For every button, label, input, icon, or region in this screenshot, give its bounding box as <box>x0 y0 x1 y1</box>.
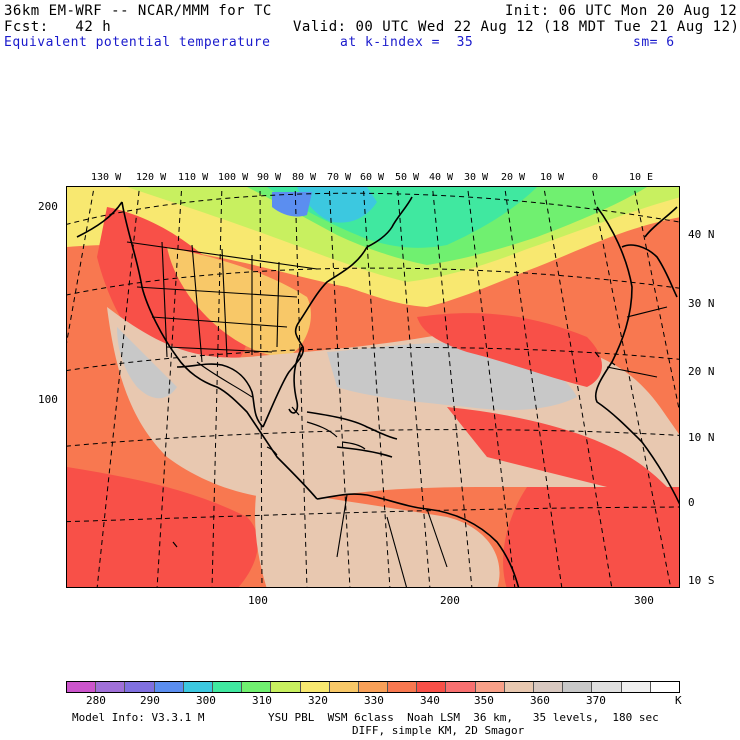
colorbar-swatch <box>563 682 593 692</box>
colorbar-swatch <box>621 682 651 692</box>
lon-label-20w: 20 W <box>501 172 526 183</box>
field-red-southeast <box>503 487 679 587</box>
field-grey-mexico <box>117 327 177 399</box>
diffusion-options: DIFF, simple KM, 2D Smagor <box>352 724 525 737</box>
colorbar-swatch <box>67 682 97 692</box>
colorbar-swatch <box>300 682 330 692</box>
physics-options: YSU PBL WSM 6class Noah LSM 36 km, 35 le… <box>268 711 659 724</box>
colorbar-swatch <box>534 682 564 692</box>
grid-y-label-200: 200 <box>38 200 58 213</box>
colorbar-swatch <box>242 682 272 692</box>
colorbar-swatch <box>329 682 359 692</box>
coastlines <box>76 196 679 587</box>
colorbar-swatch <box>358 682 389 692</box>
lon-label-40w: 40 W <box>429 172 454 183</box>
forecast-hour: Fcst: 42 h <box>4 19 112 35</box>
colorbar-swatch <box>183 682 213 692</box>
lon-label-10w: 10 W <box>540 172 565 183</box>
colorbar-swatch <box>475 682 505 692</box>
map-canvas <box>67 187 679 587</box>
colorbar-swatch <box>125 682 155 692</box>
colorbar-swatch <box>446 682 476 692</box>
colorbar-swatch <box>650 682 679 692</box>
grid-y-label-100: 100 <box>38 393 58 406</box>
lat-label-30n: 30 N <box>688 297 715 310</box>
field-tan-southamerica <box>255 487 500 587</box>
colorbar-label-310: 310 <box>252 694 272 707</box>
colorbar-label-300: 300 <box>196 694 216 707</box>
field-red-itcz <box>447 407 667 487</box>
lat-label-20n: 20 N <box>688 365 715 378</box>
lon-label-120w: 120 W <box>136 172 167 183</box>
colorbar-unit: K <box>675 694 682 707</box>
lon-label-90w: 90 W <box>257 172 282 183</box>
level-index: at k-index = 35 <box>340 35 474 50</box>
lon-label-70w: 70 W <box>327 172 352 183</box>
lon-label-10e: 10 E <box>629 172 654 183</box>
colorbar-swatch <box>154 682 184 692</box>
colorbar-label-350: 350 <box>474 694 494 707</box>
model-title: 36km EM-WRF -- NCAR/MMM for TC <box>4 3 272 19</box>
islands <box>172 351 616 548</box>
valid-time: Valid: 00 UTC Wed 22 Aug 12 (18 MDT Tue … <box>293 19 740 35</box>
lon-label-60w: 60 W <box>360 172 385 183</box>
field-name: Equivalent potential temperature <box>4 35 271 50</box>
graticule <box>67 187 679 587</box>
field-orange-plains <box>167 247 311 357</box>
colorbar-label-340: 340 <box>420 694 440 707</box>
lon-label-80w: 80 W <box>292 172 317 183</box>
colorbar-swatch <box>592 682 622 692</box>
lon-label-100w: 100 W <box>218 172 249 183</box>
smoothing-value: sm= 6 <box>633 35 675 50</box>
model-info: Model Info: V3.3.1 M <box>72 711 205 724</box>
lon-label-30w: 30 W <box>464 172 489 183</box>
grid-x-label-300: 300 <box>634 594 654 607</box>
colorbar-swatch <box>96 682 126 692</box>
colorbar-swatch <box>417 682 447 692</box>
colorbar-label-290: 290 <box>140 694 160 707</box>
lon-label-0: 0 <box>592 172 599 183</box>
field-cyan-blob <box>297 187 377 223</box>
field-red-pacific <box>67 467 258 587</box>
grid-x-label-200: 200 <box>440 594 460 607</box>
colorbar-swatch <box>212 682 243 692</box>
colorbar-label-360: 360 <box>530 694 550 707</box>
colorbar-swatch <box>271 682 301 692</box>
colorbar-label-330: 330 <box>364 694 384 707</box>
colorbar <box>66 681 680 693</box>
lon-label-110w: 110 W <box>178 172 209 183</box>
colorbar-label-320: 320 <box>308 694 328 707</box>
field-red-atlantic <box>417 313 602 387</box>
colorbar-label-370: 370 <box>586 694 606 707</box>
political-boundaries <box>126 241 668 587</box>
field-blue-blob <box>272 192 312 217</box>
colorbar-swatch <box>504 682 534 692</box>
init-time: Init: 06 UTC Mon 20 Aug 12 <box>505 3 738 19</box>
colorbar-swatch <box>388 682 418 692</box>
lat-label-10n: 10 N <box>688 431 715 444</box>
lat-label-10s: 10 S <box>688 574 715 587</box>
lon-label-130w: 130 W <box>91 172 122 183</box>
lon-label-50w: 50 W <box>395 172 420 183</box>
theta-e-map <box>66 186 680 588</box>
lat-label-40n: 40 N <box>688 228 715 241</box>
colorbar-label-280: 280 <box>86 694 106 707</box>
grid-x-label-100: 100 <box>248 594 268 607</box>
lat-label-0: 0 <box>688 496 695 509</box>
